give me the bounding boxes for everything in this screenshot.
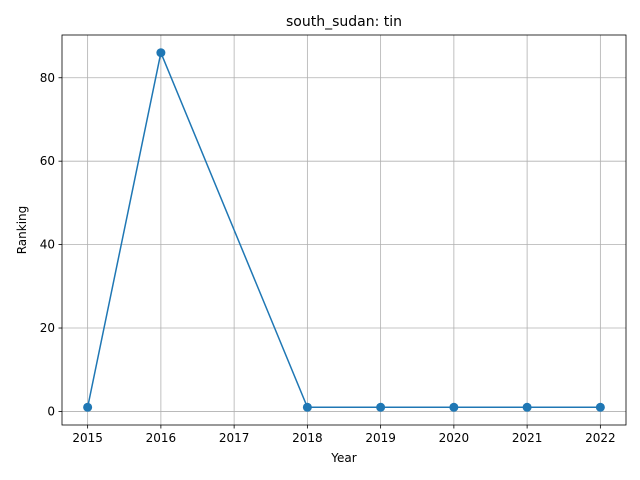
x-tick-label: 2018 (292, 431, 323, 445)
chart-title: south_sudan: tin (286, 14, 402, 30)
x-axis-ticks: 2015 2016 2017 2018 2019 2020 2021 2022 (72, 425, 616, 445)
x-axis-label: Year (330, 451, 356, 465)
x-tick-label: 2020 (439, 431, 470, 445)
x-tick-label: 2022 (585, 431, 616, 445)
y-tick-label: 60 (40, 154, 55, 168)
x-tick-label: 2016 (146, 431, 177, 445)
y-axis-ticks: 0 20 40 60 80 (40, 71, 62, 418)
data-point (522, 402, 532, 412)
series-group (83, 48, 605, 412)
data-point (595, 402, 605, 412)
data-point (302, 402, 312, 412)
x-tick-label: 2015 (72, 431, 103, 445)
data-point (83, 402, 93, 412)
data-point (376, 402, 386, 412)
data-point (156, 48, 166, 58)
x-tick-label: 2019 (365, 431, 396, 445)
y-tick-label: 20 (40, 321, 55, 335)
x-tick-label: 2021 (512, 431, 543, 445)
y-tick-label: 80 (40, 71, 55, 85)
x-tick-label: 2017 (219, 431, 250, 445)
y-axis-label: Ranking (15, 206, 29, 255)
plot-frame (61, 34, 627, 426)
y-tick-label: 0 (47, 404, 55, 418)
data-point (449, 402, 459, 412)
y-tick-label: 40 (40, 238, 55, 252)
